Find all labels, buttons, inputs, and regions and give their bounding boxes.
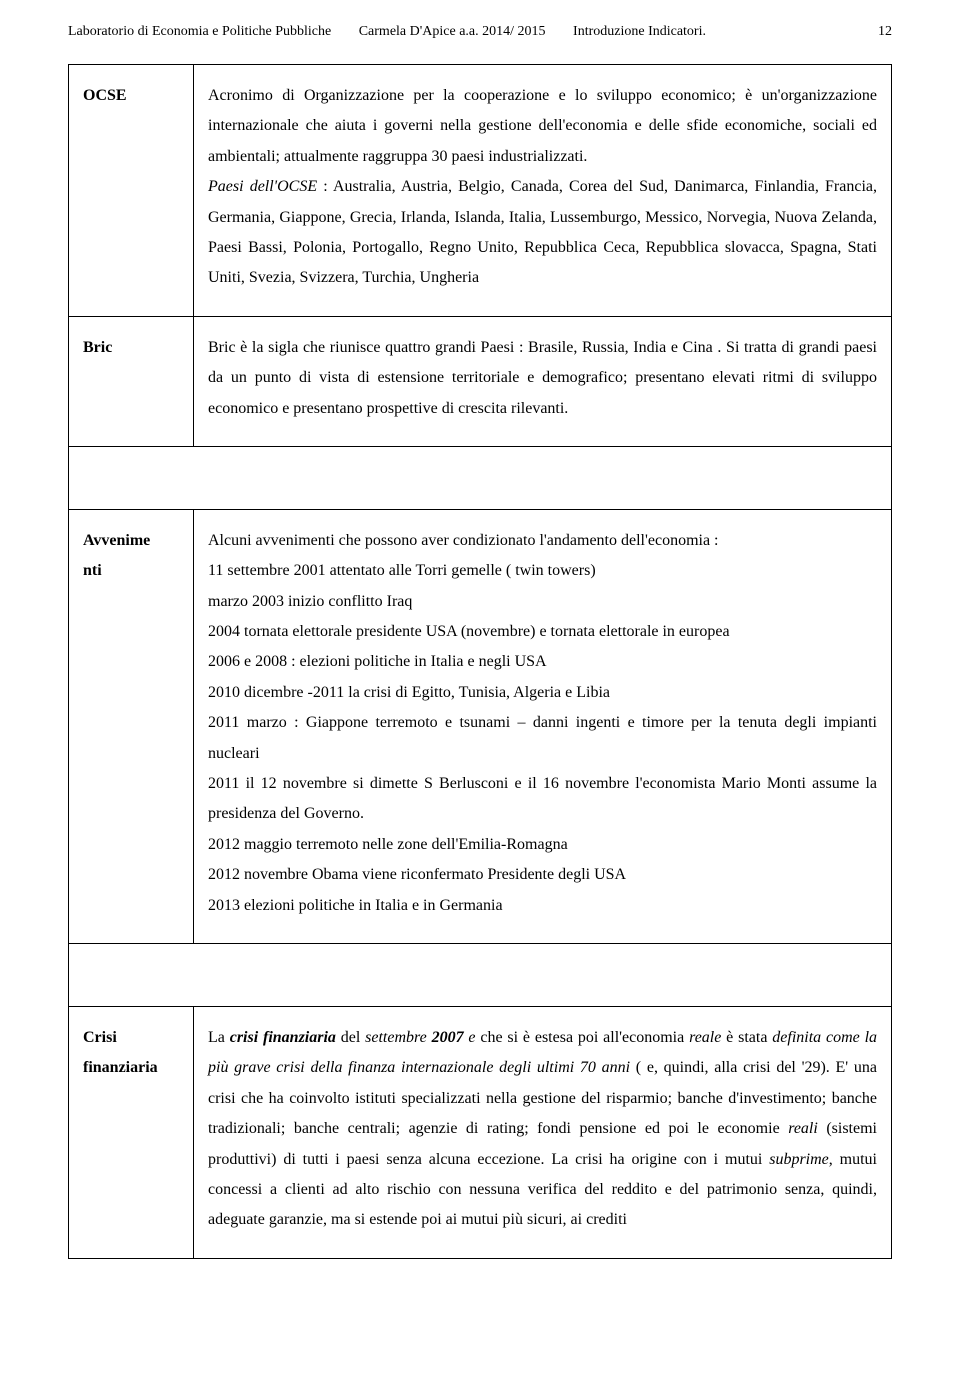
avvenimenti-line: 2010 dicembre -2011 la crisi di Egitto, … bbox=[208, 678, 877, 708]
label-part-2: nti bbox=[83, 562, 102, 579]
spacer-row bbox=[69, 446, 892, 509]
crisi-text: e bbox=[464, 1029, 476, 1046]
avvenimenti-line: 2011 il 12 novembre si dimette S Berlusc… bbox=[208, 769, 877, 830]
avvenimenti-line: 2011 marzo : Giappone terremoto e tsunam… bbox=[208, 708, 877, 769]
crisi-text: settembre bbox=[365, 1029, 431, 1046]
avvenimenti-line: 11 settembre 2001 attentato alle Torri g… bbox=[208, 556, 877, 586]
ocse-paragraph-1: Acronimo di Organizzazione per la cooper… bbox=[208, 81, 877, 172]
row-body-ocse: Acronimo di Organizzazione per la cooper… bbox=[194, 65, 892, 317]
crisi-text: 2007 bbox=[432, 1029, 464, 1046]
row-body-avvenimenti: Alcuni avvenimenti che possono aver cond… bbox=[194, 509, 892, 943]
header-course: Laboratorio di Economia e Politiche Pubb… bbox=[68, 24, 331, 40]
header-topic: Introduzione Indicatori. bbox=[573, 24, 706, 40]
row-body-bric: Bric è la sigla che riunisce quattro gra… bbox=[194, 316, 892, 446]
table-row: Bric Bric è la sigla che riunisce quattr… bbox=[69, 316, 892, 446]
label-part-1: Crisi bbox=[83, 1029, 117, 1046]
crisi-text: subprime bbox=[769, 1151, 829, 1168]
ocse-paragraph-2: Paesi dell'OCSE : Australia, Austria, Be… bbox=[208, 172, 877, 294]
avvenimenti-line: 2006 e 2008 : elezioni politiche in Ital… bbox=[208, 647, 877, 677]
crisi-text: è stata bbox=[721, 1029, 772, 1046]
header-author: Carmela D'Apice a.a. 2014/ 2015 bbox=[359, 24, 546, 40]
table-row: Avvenime nti Alcuni avvenimenti che poss… bbox=[69, 509, 892, 943]
crisi-paragraph: La crisi finanziaria del settembre 2007 … bbox=[208, 1023, 877, 1236]
crisi-text: del bbox=[336, 1029, 365, 1046]
row-label-bric: Bric bbox=[69, 316, 194, 446]
row-label-ocse: OCSE bbox=[69, 65, 194, 317]
avvenimenti-line: marzo 2003 inizio conflitto Iraq bbox=[208, 587, 877, 617]
table-row: OCSE Acronimo di Organizzazione per la c… bbox=[69, 65, 892, 317]
ocse-paesi-prefix: Paesi dell'OCSE bbox=[208, 178, 317, 195]
row-label-crisi: Crisi finanziaria bbox=[69, 1006, 194, 1258]
row-body-crisi: La crisi finanziaria del settembre 2007 … bbox=[194, 1006, 892, 1258]
bric-paragraph: Bric è la sigla che riunisce quattro gra… bbox=[208, 333, 877, 424]
crisi-text: crisi finanziaria bbox=[230, 1029, 336, 1046]
avvenimenti-line: 2012 novembre Obama viene riconfermato P… bbox=[208, 860, 877, 890]
avvenimenti-line: 2013 elezioni politiche in Italia e in G… bbox=[208, 891, 877, 921]
crisi-text: che si è estesa poi all'economia bbox=[476, 1029, 690, 1046]
label-part-1: Avvenime bbox=[83, 532, 150, 549]
avvenimenti-line: Alcuni avvenimenti che possono aver cond… bbox=[208, 526, 877, 556]
definitions-table: OCSE Acronimo di Organizzazione per la c… bbox=[68, 64, 892, 1259]
crisi-text: La bbox=[208, 1029, 230, 1046]
document-page: Laboratorio di Economia e Politiche Pubb… bbox=[0, 0, 960, 1299]
crisi-text: reale bbox=[689, 1029, 721, 1046]
avvenimenti-line: 2012 maggio terremoto nelle zone dell'Em… bbox=[208, 830, 877, 860]
page-number: 12 bbox=[878, 24, 892, 40]
crisi-text: reali bbox=[788, 1120, 818, 1137]
table-row: Crisi finanziaria La crisi finanziaria d… bbox=[69, 1006, 892, 1258]
avvenimenti-line: 2004 tornata elettorale presidente USA (… bbox=[208, 617, 877, 647]
page-header: Laboratorio di Economia e Politiche Pubb… bbox=[68, 24, 892, 40]
label-part-2: finanziaria bbox=[83, 1059, 158, 1076]
row-label-avvenimenti: Avvenime nti bbox=[69, 509, 194, 943]
spacer-row bbox=[69, 943, 892, 1006]
